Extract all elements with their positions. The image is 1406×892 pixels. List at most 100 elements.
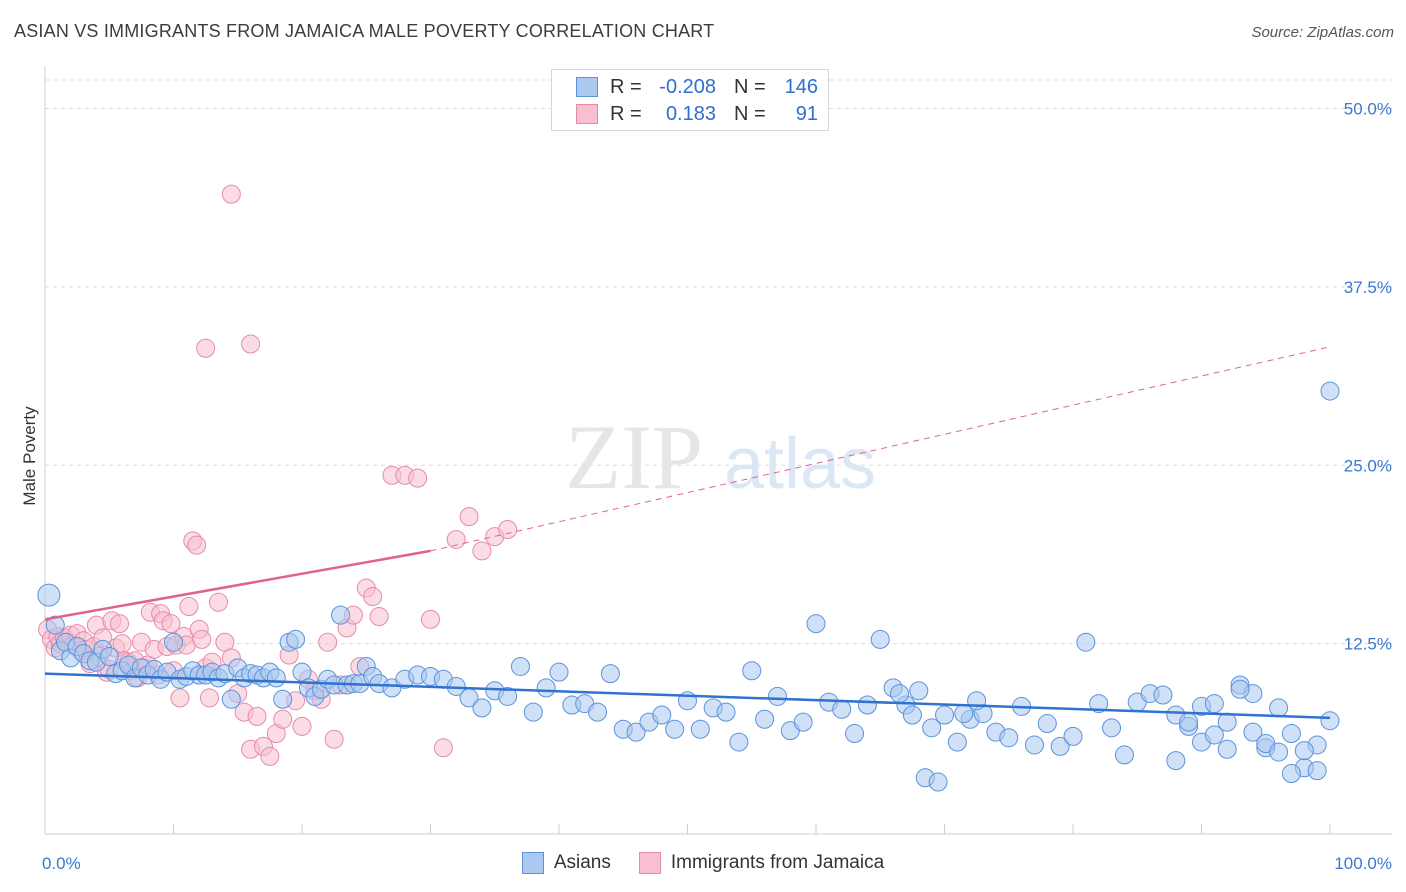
asian-point [1037, 714, 1057, 734]
asian-point [806, 614, 826, 634]
jamaica-point [241, 334, 261, 354]
asian-point [510, 656, 530, 676]
asian-point [922, 718, 942, 738]
asian-point [935, 705, 954, 725]
y-tick-label: 12.5% [1344, 635, 1392, 654]
asian-trend-line [44, 672, 1331, 720]
asian-point [549, 662, 569, 682]
asian-point [902, 705, 922, 725]
asian-point [947, 732, 967, 752]
legend-row-asian: R = -0.208 N = 146 [576, 75, 818, 99]
jamaica-point [208, 592, 228, 612]
jamaica-swatch [638, 852, 661, 874]
asian-point [588, 702, 608, 722]
asian-point [1281, 724, 1301, 744]
asian-swatch [576, 77, 598, 97]
n-label: N = [734, 102, 766, 125]
y-tick-label: 25.0% [1344, 456, 1392, 475]
asian-point [472, 698, 492, 718]
tick-labels: 12.5% 25.0% 37.5% 50.0% 0.0% 100.0% [42, 100, 1392, 873]
jamaica-point [199, 688, 219, 708]
asian-point [626, 722, 646, 742]
asian-point [690, 719, 710, 739]
y-tick-label: 37.5% [1344, 278, 1392, 297]
jamaica-point [498, 519, 518, 539]
asian-point [1217, 712, 1237, 732]
asian-point [1243, 722, 1263, 742]
asian-point [1166, 751, 1186, 771]
asian-point [1269, 742, 1289, 762]
asian-point [1179, 712, 1199, 732]
trend-lines [44, 346, 1331, 720]
asian-point [870, 629, 890, 649]
source-label: Source: ZipAtlas.com [1251, 24, 1394, 41]
jamaica-point [292, 716, 312, 736]
asian-point [1204, 694, 1224, 714]
asian-point [600, 664, 620, 684]
asian-point [1217, 739, 1237, 759]
asian-point [1320, 381, 1340, 401]
asian-point [857, 695, 877, 715]
r-label: R = [610, 102, 642, 125]
jamaica-point [369, 607, 389, 627]
jamaica-point [110, 614, 130, 634]
jamaica-point [247, 706, 267, 726]
asian-point [1076, 632, 1096, 652]
jamaica-point [187, 535, 207, 555]
grid-lines [45, 79, 1392, 645]
jamaica-point [459, 507, 479, 527]
asian-point [1153, 685, 1173, 705]
asians-swatch [521, 852, 544, 874]
asian-point [1320, 711, 1340, 731]
jamaica-point [161, 614, 181, 634]
n-value: 146 [784, 75, 818, 98]
jamaica-point [318, 632, 338, 652]
asian-point [1063, 726, 1083, 746]
asian-point [716, 702, 736, 722]
asian-point [1294, 741, 1314, 761]
asian-point [286, 629, 306, 649]
legend-item-jamaica[interactable]: Immigrants from Jamaica [638, 852, 885, 874]
asian-point [665, 719, 685, 739]
asian-point [767, 686, 787, 706]
series-legend: Asians Immigrants from Jamaica [0, 852, 1406, 874]
legend-item-asians[interactable]: Asians [521, 852, 611, 874]
legend-row-jamaica: R = 0.183 N = 91 [576, 102, 818, 126]
asian-point [37, 583, 61, 607]
axes [44, 66, 1392, 835]
asian-point [1024, 735, 1044, 755]
asian-point [273, 689, 293, 709]
watermark: ZIP atlas [565, 406, 876, 508]
asian-point [1204, 725, 1224, 745]
asian-point [1050, 736, 1070, 756]
asian-point [742, 661, 762, 681]
r-value: 0.183 [665, 102, 716, 125]
jamaica-point [273, 709, 293, 729]
watermark-zip: ZIP [565, 406, 703, 508]
jamaica-point [170, 688, 190, 708]
y-axis-label: Male Poverty [20, 406, 39, 506]
jamaica-point [192, 629, 212, 649]
asian-point [1307, 761, 1327, 781]
legend-label-jamaica: Immigrants from Jamaica [670, 852, 885, 873]
r-label: R = [610, 75, 642, 98]
n-value: 91 [795, 102, 818, 125]
jamaica-swatch [576, 104, 598, 124]
asian-point [1281, 763, 1301, 783]
jamaica-point [433, 738, 453, 758]
asian-point [1114, 745, 1134, 765]
asian-point [498, 686, 518, 706]
asian-point [99, 646, 119, 666]
n-label: N = [734, 75, 766, 98]
jamaica-point [324, 729, 344, 749]
asian-point [1230, 679, 1250, 699]
asian-point [45, 615, 65, 635]
legend-label-asians: Asians [553, 852, 611, 873]
jamaica-point [363, 587, 383, 607]
asian-point [652, 705, 672, 725]
asian-point [221, 689, 241, 709]
asian-point [523, 702, 543, 722]
asian-point [1102, 718, 1122, 738]
asian-point [331, 605, 351, 625]
